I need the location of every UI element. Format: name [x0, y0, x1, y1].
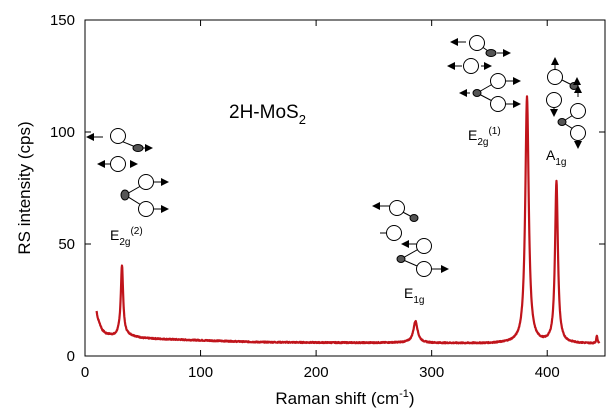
vibration-mode-e1g-icon: [372, 200, 449, 277]
x-axis-title-sup: -1: [399, 388, 409, 400]
mode-label-e2g2: E2g(2): [110, 226, 143, 248]
mode-label-e1g: E1g: [404, 285, 424, 306]
compound-label-sub: 2: [299, 112, 306, 127]
x-axis-title: Raman shift (cm-1): [275, 388, 414, 408]
y-tick-label: 0: [67, 348, 75, 365]
x-tick-label: 400: [535, 364, 560, 381]
axis-ticks: [84, 19, 605, 357]
x-tick-label: 300: [419, 364, 444, 381]
x-tick-label: 0: [81, 364, 89, 381]
axis-tick-labels: 0 100 200 300 400 0 50 100 150: [50, 12, 560, 381]
y-axis-title: RS intensity (cps): [15, 121, 34, 254]
x-axis-title-close: ): [409, 389, 415, 408]
y-tick-label: 100: [50, 124, 75, 141]
x-tick-label: 100: [188, 364, 213, 381]
mode-label-e2g1: E2g(1): [468, 126, 501, 148]
vibration-mode-e2g2-icon: [86, 128, 169, 217]
compound-label: 2H-MoS2: [229, 102, 306, 127]
mode-label-a1g: A1g: [546, 147, 566, 168]
y-tick-label: 50: [58, 236, 75, 253]
x-tick-label: 200: [304, 364, 329, 381]
y-tick-label: 150: [50, 12, 75, 29]
plot-frame: [84, 19, 606, 357]
vibration-mode-e2g1-icon: [447, 35, 521, 112]
x-axis-title-main: Raman shift (cm: [275, 389, 399, 408]
vibration-mode-a1g-icon: [546, 57, 586, 149]
raman-spectrum-line: [95, 95, 601, 345]
